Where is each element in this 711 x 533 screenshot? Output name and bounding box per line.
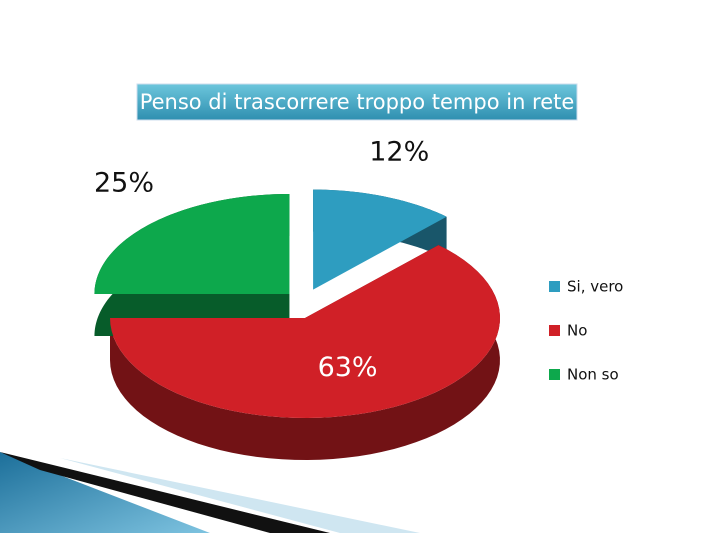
slice — [110, 245, 500, 418]
data-label: 25% — [94, 168, 154, 199]
data-label: 12% — [369, 137, 429, 168]
decoration — [60, 458, 420, 533]
legend-swatch — [549, 281, 560, 292]
title-box — [136, 83, 578, 121]
slice — [313, 189, 447, 290]
legend-swatch — [549, 369, 560, 380]
chart-title: Penso di trascorrere troppo tempo in ret… — [140, 90, 575, 114]
legend-label: Si, vero — [567, 278, 623, 296]
legend-swatch — [549, 325, 560, 336]
data-label: 63% — [318, 352, 378, 383]
decoration — [0, 452, 330, 533]
legend-label: No — [567, 322, 587, 340]
legend-label: Non so — [567, 366, 619, 384]
slice — [94, 193, 290, 294]
